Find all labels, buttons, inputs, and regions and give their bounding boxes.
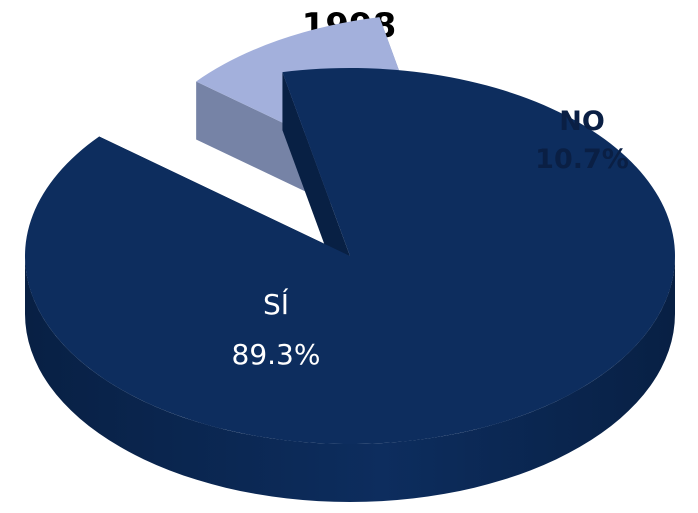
pie-slice-si [24,68,676,444]
slice-value-no: 10.7% [535,144,629,175]
slice-value-si: 89.3% [232,338,321,371]
slice-label-no: NO [559,106,605,137]
slice-label-si: SÍ [263,287,289,321]
pie-slice-si-side [25,256,675,502]
